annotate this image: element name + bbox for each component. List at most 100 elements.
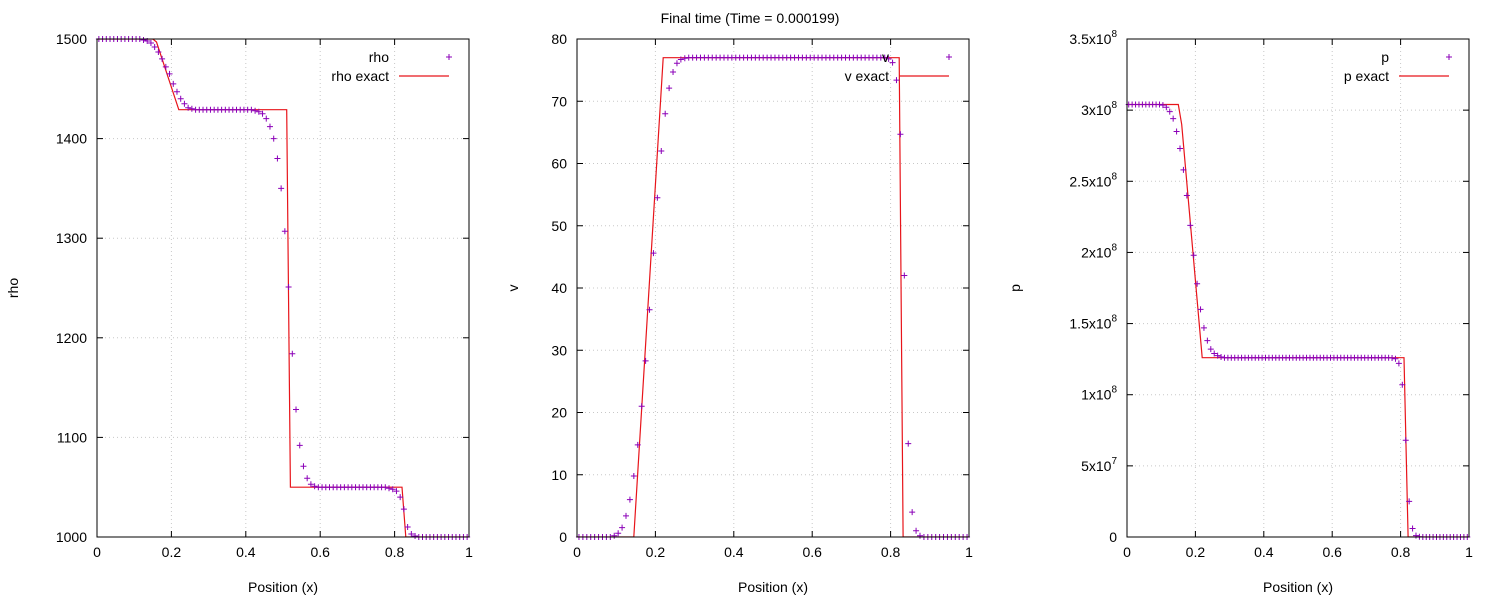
y-tick-label: 0 [559,529,567,545]
data-point [1399,381,1406,388]
data-point [658,148,665,155]
data-point [1197,306,1204,313]
data-point [1159,102,1166,109]
data-point [382,484,389,491]
data-point [1389,355,1396,362]
data-point [1177,145,1184,152]
data-point [173,88,180,95]
chart-panel-1: 0 0.2 0.4 0.6 0.8 1 1000 1100 1200 1300 1400 1500 Po… [5,31,473,595]
x-tick-label: 0.8 [385,544,405,560]
legend-marker-points [946,54,952,60]
data-point [1166,108,1173,115]
data-point [140,36,147,43]
data-point [1173,128,1180,135]
data-point [901,272,908,279]
legend-marker-points [446,54,452,60]
y-tick-label: 0 [1109,529,1117,545]
data-point [681,55,688,62]
data-point [296,442,303,449]
data-point [266,123,273,130]
x-tick-label: 1 [465,544,473,560]
y-tick-label: 1x108 [1081,385,1117,403]
y-tick-label: 1.5x108 [1069,314,1117,332]
legend-label-exact: v exact [845,68,889,84]
data-point [1412,532,1419,539]
data-point [1190,252,1197,259]
exact-line [577,57,969,537]
y-tick-label: 5x107 [1081,456,1117,474]
data-point [1218,354,1225,361]
data-point [408,531,415,538]
plot-frame [1126,38,1470,538]
data-point [642,357,649,364]
exact-line [1127,103,1469,537]
data-point [248,106,255,113]
data-point [1180,166,1187,173]
data-point [1211,350,1218,357]
data-point [170,80,177,87]
y-tick-label: 1000 [56,529,87,545]
data-point [897,131,904,138]
legend-label-exact: p exact [1344,68,1389,84]
exact-line [97,39,469,537]
data-point [646,306,653,313]
plot-frame [96,38,470,538]
data-point [1406,498,1413,505]
data-point [1156,101,1163,108]
data-point [181,100,188,107]
data-point [619,524,626,531]
data-point [162,63,169,70]
x-tick-label: 0 [1123,544,1131,560]
data-point [1214,352,1221,359]
y-tick-label: 2x108 [1081,242,1117,260]
data-point [311,483,318,490]
y-tick-label: 3.5x108 [1069,29,1117,47]
data-point [630,472,637,479]
data-point [412,533,419,540]
data-point [155,48,162,55]
data-point [654,194,661,201]
data-point [1194,280,1201,287]
data-point [252,107,259,114]
x-tick-label: 0.8 [1391,544,1411,560]
x-axis-label: Position (x) [738,579,808,595]
y-tick-label: 60 [551,156,567,172]
x-tick-label: 0 [93,544,101,560]
data-point [1395,360,1402,367]
data-point [293,406,300,413]
data-point [1183,192,1190,199]
data-point [270,135,277,142]
chart-panel-3: 0 0.2 0.4 0.6 0.8 1 0 5x107 1x108 1.5x108 2x108 2.5… [1007,29,1473,595]
x-tick-label: 0.2 [646,544,666,560]
data-point [259,110,266,117]
data-point [885,55,892,62]
data-point [304,475,311,482]
x-axis-label: Position (x) [248,579,318,595]
x-tick-label: 0 [573,544,581,560]
data-point [913,527,920,534]
data-point [666,85,673,92]
legend-label-points: p [1381,49,1389,65]
data-point [662,110,669,117]
y-tick-label: 20 [551,405,567,421]
data-point [386,485,393,492]
data-point [889,59,896,66]
data-point [1163,104,1170,111]
figure-title: Final time (Time = 0.000199) [660,10,840,26]
y-tick-label: 2.5x108 [1069,171,1117,189]
x-tick-label: 0.4 [724,544,744,560]
data-point [185,104,192,111]
data-point [615,530,622,537]
data-point [670,68,677,75]
y-tick-label: 50 [551,218,567,234]
chart-panel-2: 0 0.2 0.4 0.6 0.8 101020304050607080Position … [505,31,973,595]
data-point [634,441,641,448]
data-point [393,488,400,495]
y-axis-label: rho [5,278,21,298]
x-tick-label: 1 [965,544,973,560]
data-point [389,486,396,493]
data-point [289,350,296,357]
data-point [1204,337,1211,344]
y-tick-label: 1100 [57,429,87,445]
